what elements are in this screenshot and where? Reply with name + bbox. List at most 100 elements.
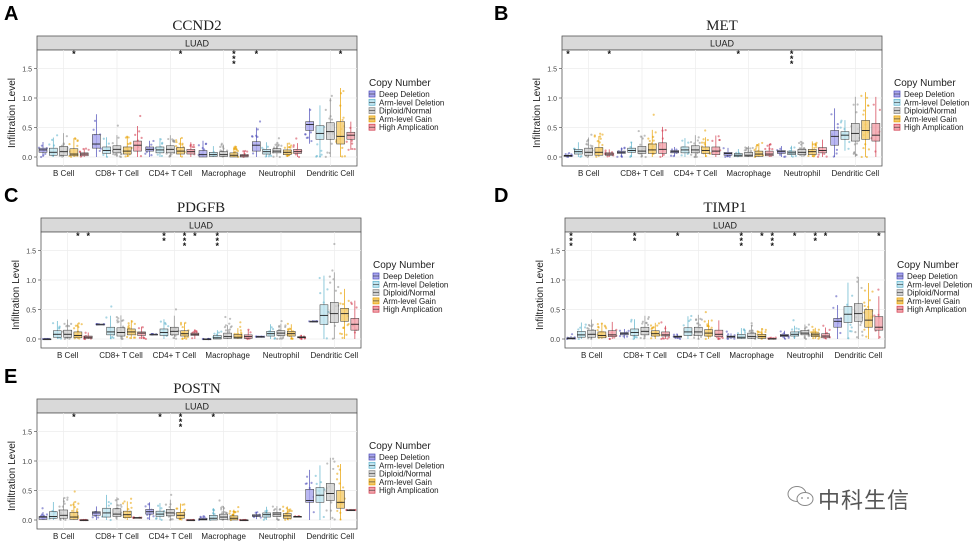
jitter-point [862, 146, 865, 150]
jitter-point [139, 155, 143, 158]
x-tick-label: B Cell [57, 351, 79, 360]
significance-marker: *** [740, 231, 744, 251]
jitter-point [221, 505, 224, 508]
box-plot-chart: C PDGFB LUAD 0.0 0.5 1.0 1.5 Infiltration Level… [4, 185, 448, 360]
box-arm-level-deletion [319, 304, 329, 325]
jitter-point [341, 118, 344, 122]
jitter-point [280, 144, 283, 147]
jitter-point [835, 295, 838, 298]
jitter-point [331, 457, 335, 460]
jitter-point [272, 509, 276, 512]
jitter-point [805, 326, 808, 329]
y-tick-label: 1.0 [547, 96, 557, 103]
jitter-point [604, 325, 607, 328]
jitter-point [310, 139, 313, 143]
jitter-point [868, 299, 871, 302]
x-tick-label: Neutrophil [259, 532, 296, 541]
jitter-point [632, 337, 635, 341]
jitter-point [51, 322, 55, 325]
jitter-point [221, 511, 224, 514]
jitter-point [328, 275, 331, 278]
jitter-point [263, 517, 267, 520]
legend-item: Arm-level Deletion [907, 280, 972, 289]
jitter-point [620, 147, 623, 150]
jitter-point [289, 144, 293, 147]
legend-item: Arm-level Gain [904, 115, 957, 124]
jitter-point [234, 150, 237, 153]
jitter-point [587, 337, 590, 340]
y-axis-label: Infiltration Level [7, 441, 18, 511]
jitter-point [835, 152, 838, 155]
jitter-point [306, 136, 310, 139]
box-arm-level-deletion [49, 147, 58, 156]
significance-marker: *** [232, 49, 236, 69]
jitter-point [724, 155, 727, 158]
box-diploid-normal [63, 329, 72, 338]
jitter-point [836, 126, 839, 129]
jitter-point [262, 518, 265, 521]
x-tick-label: Dendritic Cell [307, 169, 355, 178]
jitter-point [749, 147, 752, 150]
jitter-point [743, 149, 746, 152]
jitter-point [706, 324, 709, 328]
jitter-point [171, 138, 174, 141]
jitter-point [580, 155, 583, 158]
jitter-point [849, 323, 852, 326]
box-diploid-normal [223, 332, 232, 339]
box-arm-level-deletion [209, 515, 218, 521]
jitter-point [282, 509, 285, 513]
jitter-point [264, 510, 267, 513]
jitter-point [258, 120, 262, 123]
box-diploid-normal [59, 509, 68, 519]
jitter-point [855, 111, 858, 114]
jitter-point [305, 475, 309, 478]
jitter-point [595, 155, 598, 158]
jitter-point [287, 329, 290, 332]
significance-marker: * [737, 49, 741, 59]
jitter-point [347, 322, 350, 326]
jitter-point [314, 474, 317, 477]
jitter-point [597, 325, 600, 328]
jitter-point [84, 331, 87, 334]
jitter-point [223, 326, 227, 329]
jitter-point [273, 337, 277, 340]
jitter-point [564, 153, 567, 156]
jitter-point [129, 497, 133, 500]
jitter-point [350, 139, 354, 142]
watermark-text: 中科生信 [818, 489, 911, 514]
jitter-point [226, 149, 229, 152]
jitter-point [312, 511, 315, 514]
jitter-point [711, 139, 714, 143]
jitter-point [836, 123, 839, 126]
wechat-logo-icon [787, 486, 814, 506]
jitter-point [339, 292, 342, 295]
jitter-point [700, 141, 704, 144]
jitter-point [585, 140, 589, 143]
jitter-point [693, 336, 696, 339]
jitter-point [790, 328, 794, 331]
jitter-point [109, 502, 113, 505]
jitter-point [839, 126, 842, 129]
jitter-point [591, 323, 594, 326]
jitter-point [687, 141, 690, 144]
jitter-point [228, 328, 232, 331]
box-diploid-normal [330, 302, 339, 323]
box-arm-level-deletion [106, 326, 115, 336]
jitter-point [181, 142, 184, 145]
jitter-point [213, 332, 216, 335]
jitter-point [107, 504, 110, 507]
jitter-point [333, 242, 336, 246]
jitter-point [659, 155, 662, 159]
jitter-point [272, 146, 276, 149]
jitter-point [170, 493, 173, 496]
jitter-point [342, 89, 345, 93]
jitter-point [568, 152, 571, 155]
significance-marker: * [877, 231, 881, 241]
jitter-point [330, 501, 333, 504]
jitter-point [758, 331, 761, 334]
y-tick-label: 1.0 [26, 278, 36, 285]
jitter-point [183, 503, 186, 506]
jitter-point [649, 324, 653, 327]
box-diploid-normal [587, 329, 596, 338]
legend-item: Deep Deletion [904, 90, 955, 99]
